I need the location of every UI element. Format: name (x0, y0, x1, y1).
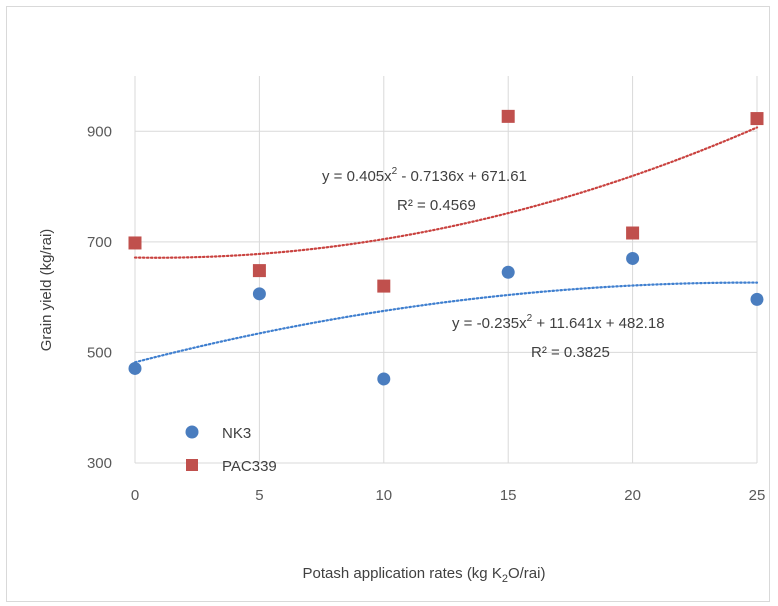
trendlines (133, 126, 759, 364)
point-pac339-0 (128, 236, 142, 250)
point-pac339-10 (377, 279, 391, 293)
point-nk3-5 (252, 287, 266, 301)
x-tick-labels: 0 5 10 15 20 25 (131, 487, 766, 504)
point-nk3-10 (377, 372, 391, 386)
trendline-nk3 (133, 281, 759, 364)
y-tick-label-900: 900 (87, 123, 112, 140)
data-points (128, 109, 764, 386)
legend: NK3 PAC339 (185, 425, 277, 475)
x-tick-label-10: 10 (375, 487, 392, 504)
point-nk3-15 (501, 265, 515, 279)
x-axis-title: Potash application rates (kg K2O/rai) (303, 565, 546, 585)
x-tick-label-15: 15 (500, 487, 517, 504)
legend-marker-pac339 (186, 459, 198, 471)
point-nk3-0 (128, 361, 142, 375)
trendline-pac339 (133, 126, 759, 259)
point-pac339-15 (501, 109, 515, 123)
x-tick-label-25: 25 (749, 487, 766, 504)
point-nk3-25 (750, 292, 764, 306)
y-tick-label-700: 700 (87, 234, 112, 251)
y-axis-title: Grain yield (kg/rai) (38, 229, 55, 352)
pac339-equation: y = 0.405x2 - 0.7136x + 671.61 (322, 166, 527, 185)
grid-lines (134, 76, 758, 464)
pac339-r-squared: R² = 0.4569 (397, 197, 476, 214)
x-tick-label-0: 0 (131, 487, 139, 504)
point-nk3-20 (626, 251, 640, 265)
y-tick-label-500: 500 (87, 344, 112, 361)
point-pac339-25 (750, 112, 764, 126)
nk3-equation: y = -0.235x2 + 11.641x + 482.18 (452, 313, 665, 332)
point-pac339-5 (252, 264, 266, 278)
chart-frame (6, 6, 770, 602)
x-tick-label-5: 5 (255, 487, 263, 504)
y-tick-labels: 300 500 700 900 (87, 123, 112, 472)
x-tick-label-20: 20 (624, 487, 641, 504)
legend-label-pac339: PAC339 (222, 458, 277, 475)
nk3-r-squared: R² = 0.3825 (531, 344, 610, 361)
y-tick-label-300: 300 (87, 455, 112, 472)
point-pac339-20 (626, 226, 640, 240)
legend-marker-nk3 (185, 425, 199, 439)
legend-label-nk3: NK3 (222, 425, 251, 442)
